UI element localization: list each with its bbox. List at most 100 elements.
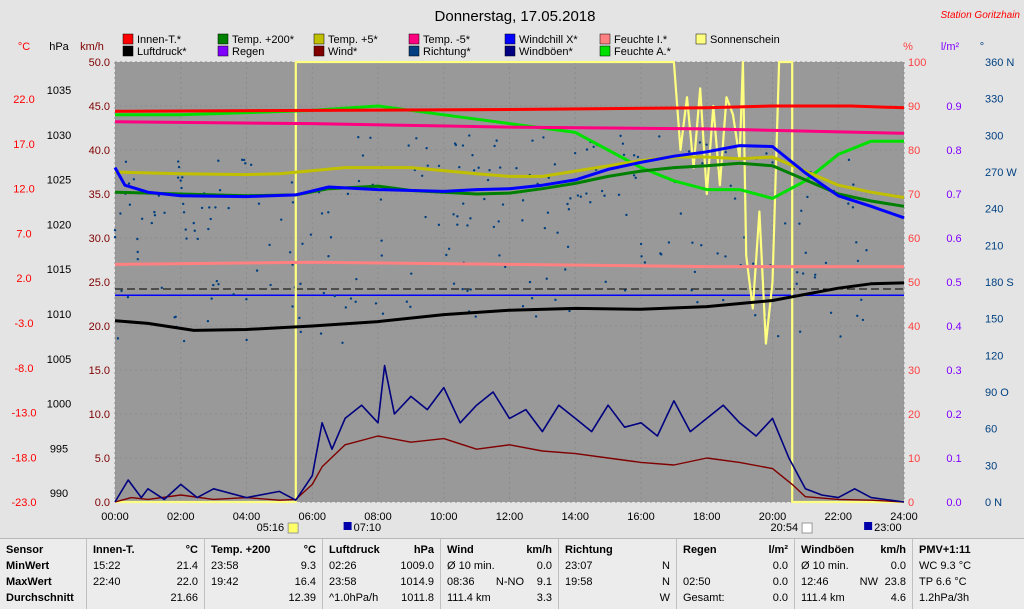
sun-moon-markers: 05:16 07:10 20:54 23:00 [257, 522, 902, 534]
direction-point [643, 261, 647, 264]
direction-point [495, 139, 498, 142]
row-label-avg: Durchschnitt [6, 592, 74, 604]
direction-point [380, 239, 383, 242]
direction-point [531, 139, 534, 142]
direction-point [280, 218, 283, 221]
wind-tick-label: 15.0 [89, 365, 110, 377]
luftdruck-header: Luftdruck [329, 544, 380, 556]
pressure-tick-label: 1035 [47, 85, 71, 97]
axis-labels: 50.0 45.0 40.0 35.0 30.0 25.0 20.0 15.0 10.0 5.0 0… [11, 57, 1017, 523]
direction-point [585, 148, 589, 151]
direction-point [369, 136, 372, 139]
luftdruck-min-time: 02:26 [329, 560, 357, 572]
luftdruck-unit: hPa [413, 544, 434, 556]
legend-label: Richtung* [423, 46, 471, 58]
direction-point [179, 179, 182, 182]
boeen-min-time: Ø 10 min. [801, 560, 849, 572]
direction-point [157, 194, 161, 197]
direction-point [501, 203, 505, 206]
direction-point [291, 305, 294, 308]
x-tick-label: 10:00 [430, 511, 458, 523]
direction-point [424, 215, 427, 219]
wind-tick-label: 5.0 [95, 453, 110, 465]
percent-tick-label: 90 [908, 101, 920, 113]
direction-point [492, 225, 496, 229]
direction-point [600, 189, 604, 193]
direction-point [546, 211, 550, 214]
direction-point [410, 272, 413, 275]
boeen-avg-value: 4.6 [890, 592, 906, 604]
direction-point [722, 298, 725, 302]
percent-tick-label: 40 [908, 321, 920, 333]
wind-avg-value: 3.3 [536, 592, 552, 604]
direction-point [153, 214, 157, 217]
direction-point [861, 318, 865, 322]
direction-point [800, 209, 803, 213]
direction-point [617, 193, 621, 197]
direction-point [659, 252, 662, 255]
direction-point [182, 339, 186, 343]
direction-point [701, 162, 704, 165]
direction-point [783, 222, 787, 225]
pmv-dewpoint: TP 6.6 °C [919, 576, 967, 588]
direction-point [182, 211, 186, 214]
direction-point [545, 277, 548, 280]
direction-point [341, 341, 344, 344]
direction-point [813, 276, 817, 279]
direction-point [634, 176, 637, 180]
luftdruck-min-value: 1009.0 [400, 560, 434, 572]
direction-point [456, 215, 459, 218]
direction-point [214, 206, 217, 209]
temp-tick-label: -3.0 [15, 318, 34, 330]
regen-max-value: 0.0 [772, 576, 788, 588]
moonset-icon [864, 522, 873, 530]
direction-point [521, 305, 525, 308]
direction-point [255, 269, 259, 272]
direction-point [415, 137, 418, 140]
legend-label: Regen [232, 46, 264, 58]
rain-tick-label: 0.7 [946, 189, 961, 201]
direction-point [639, 242, 643, 246]
x-tick-label: 22:00 [824, 511, 852, 523]
direction-tick-label: 210 [985, 240, 1003, 252]
series-windb-en [114, 364, 905, 503]
direction-point [691, 241, 694, 244]
pressure-tick-label: 1000 [47, 399, 71, 411]
pressure-tick-label: 995 [50, 443, 68, 455]
legend-swatch [695, 33, 707, 45]
temp200-min-time: 23:58 [211, 560, 239, 572]
direction-point [622, 153, 626, 156]
direction-point [257, 202, 261, 205]
boeen-max-value: 23.8 [884, 576, 906, 588]
direction-point [468, 134, 471, 137]
direction-point [244, 162, 247, 165]
direction-point [553, 163, 557, 166]
richtung-header: Richtung [565, 544, 613, 556]
boeen-min-value: 0.0 [890, 560, 906, 572]
direction-point [687, 150, 691, 153]
direction-point [346, 192, 350, 196]
direction-point [381, 312, 385, 315]
legend-label: Temp. +200* [232, 34, 295, 46]
percent-tick-label: 10 [908, 453, 920, 465]
direction-point [405, 300, 409, 303]
direction-point [333, 294, 336, 298]
direction-point [454, 143, 458, 147]
row-label-max: MaxWert [6, 576, 52, 588]
direction-point [554, 298, 557, 302]
pressure-tick-label: 1020 [47, 219, 71, 231]
direction-point [176, 160, 180, 163]
direction-point [309, 233, 313, 236]
rain-tick-label: 0.2 [946, 409, 961, 421]
direction-point [217, 159, 220, 162]
legend-swatch [504, 45, 516, 57]
rain-tick-label: 0.9 [946, 101, 961, 113]
regen-total-label: Gesamt: [683, 592, 725, 604]
direction-point [515, 166, 518, 170]
direction-point [856, 314, 859, 318]
stats-table: Sensor MinWert MaxWert Durchschnitt Inne… [0, 538, 1024, 609]
direction-point [116, 337, 120, 340]
moonrise-icon [343, 522, 352, 530]
direction-point [329, 236, 333, 239]
direction-point [319, 332, 323, 335]
